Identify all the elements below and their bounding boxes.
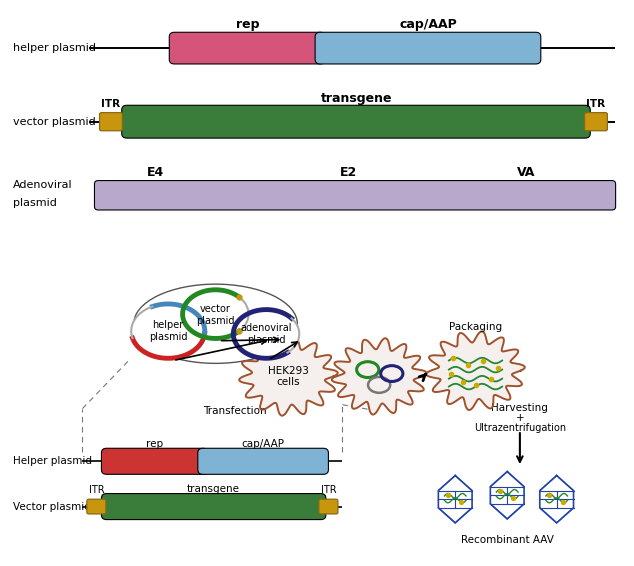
Ellipse shape [183,290,249,338]
Text: HEK293
cells: HEK293 cells [268,366,309,387]
Text: Harvesting: Harvesting [491,403,548,413]
Text: helper
plasmid: helper plasmid [149,320,187,342]
FancyBboxPatch shape [100,113,122,131]
Polygon shape [239,337,338,415]
FancyBboxPatch shape [101,494,326,520]
Text: helper plasmid: helper plasmid [13,43,96,53]
Text: vector plasmid: vector plasmid [13,117,96,127]
Text: E4: E4 [146,166,164,179]
Text: Ultrazentrifugation: Ultrazentrifugation [474,423,566,433]
Text: cap/AAP: cap/AAP [242,439,285,449]
Text: ITR: ITR [586,99,605,109]
FancyBboxPatch shape [585,113,607,131]
Text: ITR: ITR [101,99,120,109]
Text: rep: rep [146,439,164,449]
Text: VA: VA [517,166,535,179]
Ellipse shape [233,310,299,358]
Text: Vector plasmid: Vector plasmid [13,501,91,512]
Text: adenoviral
plasmid: adenoviral plasmid [240,323,292,345]
Text: Transfection: Transfection [203,406,266,417]
FancyBboxPatch shape [94,181,616,210]
FancyBboxPatch shape [315,32,541,64]
FancyBboxPatch shape [169,32,325,64]
Text: plasmid: plasmid [13,198,56,208]
Text: E2: E2 [340,166,358,179]
FancyBboxPatch shape [122,105,590,138]
Text: Adenoviral: Adenoviral [13,179,72,190]
Polygon shape [426,332,525,410]
Text: transgene: transgene [321,92,392,105]
FancyBboxPatch shape [319,499,338,514]
Text: vector
plasmid: vector plasmid [197,305,235,326]
Text: rep: rep [235,18,259,31]
FancyBboxPatch shape [198,448,328,474]
Polygon shape [332,338,427,414]
Text: Helper plasmid: Helper plasmid [13,456,92,466]
FancyBboxPatch shape [87,499,106,514]
Text: cap/AAP: cap/AAP [399,18,457,31]
Text: transgene: transgene [187,484,240,494]
Text: ITR: ITR [89,485,104,495]
Ellipse shape [131,304,205,358]
Text: Recombinant AAV: Recombinant AAV [461,535,553,545]
Text: ITR: ITR [321,485,336,495]
Text: +: + [515,413,524,423]
FancyBboxPatch shape [101,448,208,474]
Text: Packaging: Packaging [449,321,502,332]
